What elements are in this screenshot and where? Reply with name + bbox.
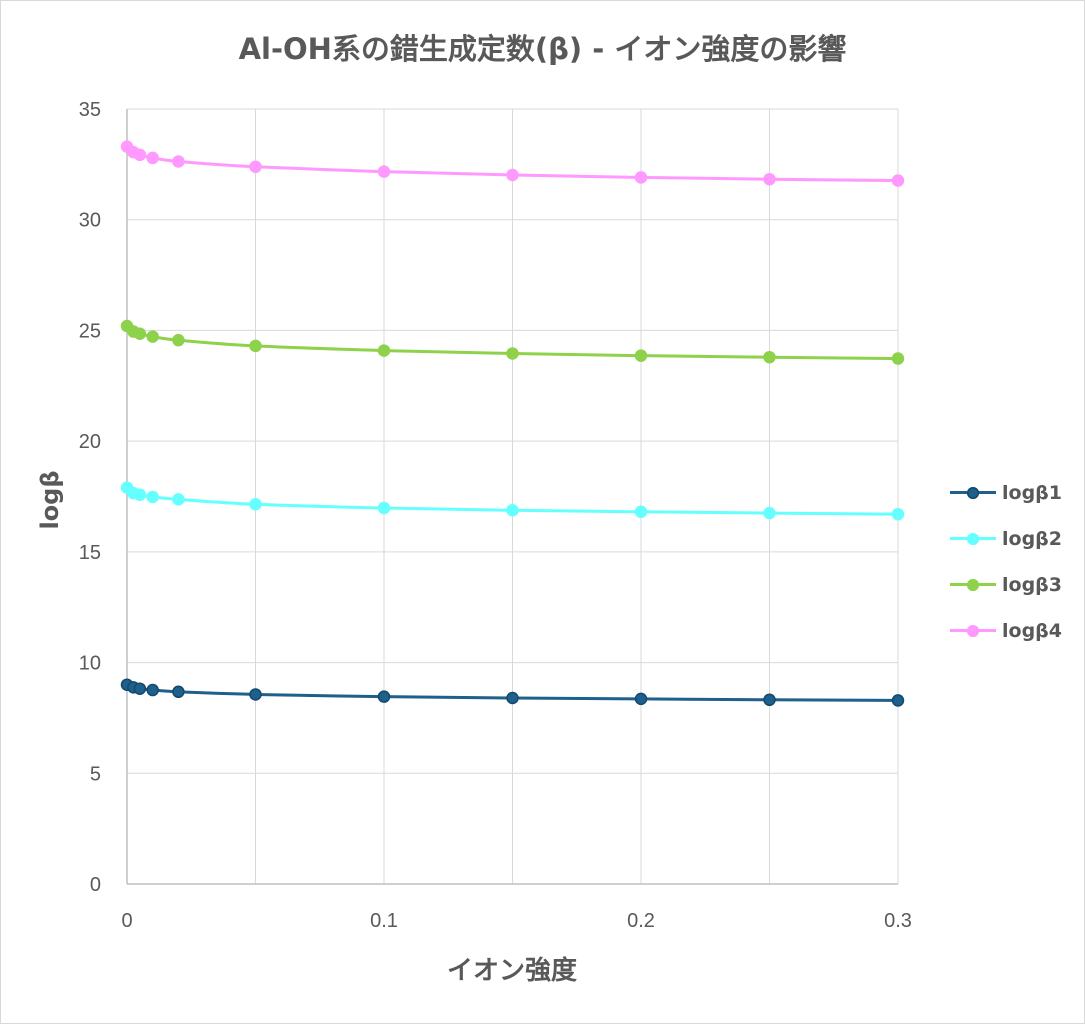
data-point (634, 692, 648, 706)
data-point (891, 694, 905, 707)
data-point (506, 168, 519, 182)
series-3 (120, 319, 905, 365)
chart-title: Al-OH系の錯生成定数(β) - イオン強度の影響 (238, 32, 847, 66)
data-point (377, 501, 391, 515)
y-tick-label: 25 (79, 320, 101, 342)
x-axis-label: イオン強度 (446, 956, 578, 986)
y-tick-label: 0 (90, 874, 101, 896)
data-point (377, 344, 391, 357)
y-tick-label: 5 (90, 763, 101, 785)
data-point (146, 490, 159, 504)
data-point (506, 347, 519, 360)
data-point (133, 682, 147, 695)
data-point (172, 493, 185, 506)
x-tick-label: 0.2 (627, 910, 655, 932)
legend-label-logb4: logβ4 (1002, 620, 1062, 642)
legend-label-logb3: logβ3 (1002, 574, 1062, 596)
data-point (133, 488, 147, 501)
data-point (133, 327, 147, 340)
data-point (172, 685, 185, 699)
x-tick-label: 0.3 (884, 910, 912, 932)
y-tick-label: 35 (79, 99, 101, 121)
data-point (146, 330, 159, 343)
tick-labels: 0 5 10 15 20 25 30 35 0 0.1 0.2 0.3 (79, 99, 912, 932)
x-tick-label: 0 (121, 910, 132, 932)
legend: logβ1 logβ2 logβ3 logβ4 (950, 470, 1080, 654)
legend-item-logb4: logβ4 (950, 608, 1080, 654)
legend-swatch-logb3 (950, 577, 996, 593)
legend-item-logb3: logβ3 (950, 562, 1080, 608)
data-point (763, 172, 776, 186)
data-point (377, 690, 391, 703)
legend-label-logb2: logβ2 (1002, 528, 1062, 550)
data-point (763, 350, 776, 364)
series-lines (120, 140, 905, 707)
legend-swatch-logb4 (950, 623, 996, 639)
data-point (377, 165, 391, 178)
y-tick-label: 10 (79, 653, 101, 675)
x-tick-label: 0.1 (370, 910, 398, 932)
legend-item-logb1: logβ1 (950, 470, 1080, 516)
data-point (634, 505, 648, 519)
legend-item-logb2: logβ2 (950, 516, 1080, 562)
y-tick-label: 20 (79, 431, 101, 453)
series-4 (120, 140, 905, 187)
axes (126, 109, 898, 885)
data-point (249, 160, 262, 174)
data-point (506, 691, 519, 705)
y-tick-label: 15 (79, 542, 101, 564)
data-point (506, 503, 519, 517)
data-point (249, 339, 262, 353)
grid-lines (127, 108, 899, 884)
data-point (249, 498, 262, 511)
legend-label-logb1: logβ1 (1002, 482, 1062, 504)
data-point (249, 688, 262, 701)
data-point (763, 506, 776, 520)
data-point (891, 352, 905, 365)
series-1 (120, 678, 905, 707)
legend-swatch-logb1 (950, 485, 996, 501)
data-point (172, 155, 185, 168)
data-point (146, 683, 159, 697)
data-point (634, 171, 648, 184)
data-point (634, 349, 648, 362)
y-tick-label: 30 (79, 210, 101, 232)
data-point (763, 693, 776, 707)
data-point (891, 174, 905, 187)
data-point (146, 151, 159, 165)
series-2 (120, 481, 905, 521)
legend-swatch-logb2 (950, 531, 996, 547)
data-point (172, 333, 185, 347)
data-point (133, 148, 147, 162)
data-point (891, 507, 905, 521)
